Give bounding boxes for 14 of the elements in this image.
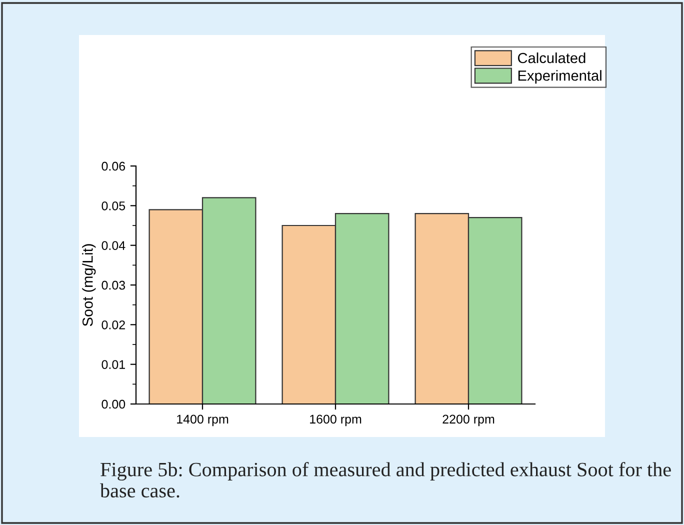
- y-tick-label: 0.06: [102, 162, 126, 171]
- legend-label: Calculated: [518, 52, 586, 64]
- y-tick-label: 0.04: [102, 241, 126, 250]
- y-tick-label: 0.05: [102, 201, 126, 210]
- y-tick-label: 0.02: [102, 320, 125, 330]
- x-tick-label: 1600 rpm: [310, 414, 362, 426]
- y-tick-label: 0.03: [102, 280, 126, 290]
- caption: Figure 5b: Comparison of measured and predicted exhaust Soot for the base case.: [100, 462, 671, 498]
- y-axis-title: Soot (mg/Lit): [82, 244, 96, 326]
- x-tick-label: 1400 rpm: [177, 414, 228, 426]
- y-tick-label: 0.00: [102, 400, 126, 409]
- y-tick-label: 0.01: [102, 360, 125, 369]
- legend-label: Experimental: [518, 70, 602, 84]
- x-tick-label: 2200 rpm: [442, 414, 494, 426]
